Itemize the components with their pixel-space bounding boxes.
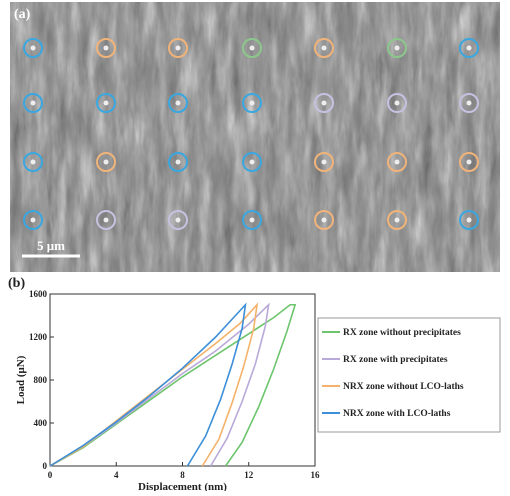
indent	[321, 45, 327, 51]
marker-ring	[23, 152, 43, 172]
legend-label: RX zone with precipitates	[343, 355, 448, 365]
marker-ring	[387, 210, 407, 230]
legend-box	[317, 317, 501, 433]
marker-ring	[168, 210, 188, 230]
load-curve	[49, 303, 297, 467]
indent	[249, 159, 255, 165]
marker-ring	[242, 210, 262, 230]
y-tick-label: 0	[43, 461, 48, 471]
marker-ring	[459, 152, 479, 172]
x-tick-label: 4	[114, 470, 119, 480]
indent	[103, 45, 109, 51]
marker-ring	[168, 152, 188, 172]
marker-ring	[96, 152, 116, 172]
indent	[394, 159, 400, 165]
marker-ring	[459, 38, 479, 58]
indent	[394, 217, 400, 223]
marker-ring	[314, 38, 334, 58]
panel-label: (b)	[8, 276, 25, 291]
legend-label: RX zone without precipitates	[343, 328, 461, 338]
marker-ring	[387, 152, 407, 172]
x-tick-label: 16	[311, 470, 321, 480]
x-tick-label: 12	[244, 470, 254, 480]
marker-ring	[459, 93, 479, 113]
marker-ring	[96, 210, 116, 230]
y-tick-label: 400	[34, 418, 48, 428]
indent	[249, 100, 255, 106]
indent	[466, 159, 472, 165]
indent	[103, 159, 109, 165]
marker-ring	[168, 38, 188, 58]
indent	[394, 100, 400, 106]
y-tick-label: 1600	[29, 289, 48, 299]
marker-ring	[23, 93, 43, 113]
indent	[175, 45, 181, 51]
marker-ring	[242, 93, 262, 113]
load-curve	[49, 302, 247, 467]
marker-ring	[314, 210, 334, 230]
indent	[103, 100, 109, 106]
y-axis-label: Load (μN)	[15, 355, 27, 404]
marker-ring	[96, 93, 116, 113]
indent	[175, 159, 181, 165]
x-tick-label: 0	[48, 470, 53, 480]
marker-ring	[242, 38, 262, 58]
marker-ring	[96, 38, 116, 58]
panel-label: (a)	[14, 7, 31, 22]
marker-ring	[387, 38, 407, 58]
indent	[30, 100, 36, 106]
indent	[466, 217, 472, 223]
load-curve	[49, 302, 270, 467]
indent-markers	[23, 38, 479, 230]
indent	[466, 100, 472, 106]
indent	[175, 217, 181, 223]
indent	[249, 217, 255, 223]
marker-ring	[242, 152, 262, 172]
x-tick-label: 8	[180, 470, 185, 480]
indent	[249, 45, 255, 51]
marker-ring	[314, 152, 334, 172]
marker-ring	[23, 210, 43, 230]
load-curve	[49, 302, 259, 467]
indent	[466, 45, 472, 51]
scale-bar-label: 5 μm	[37, 238, 65, 253]
y-tick-label: 800	[34, 375, 48, 385]
y-tick-label: 1200	[29, 332, 48, 342]
indent	[30, 45, 36, 51]
indent	[321, 159, 327, 165]
marker-ring	[168, 93, 188, 113]
micrograph-texture	[10, 2, 500, 272]
marker-ring	[314, 93, 334, 113]
marker-ring	[23, 38, 43, 58]
indent	[321, 217, 327, 223]
marker-ring	[387, 93, 407, 113]
indent	[30, 217, 36, 223]
indent	[321, 100, 327, 106]
x-axis-label: Displacement (nm)	[138, 481, 227, 491]
marker-ring	[459, 210, 479, 230]
indent	[30, 159, 36, 165]
indent	[175, 100, 181, 106]
legend-label: NRX zone with LCO-laths	[343, 409, 451, 419]
legend-label: NRX zone without LCO-laths	[343, 382, 464, 392]
indent	[394, 45, 400, 51]
indent	[103, 217, 109, 223]
